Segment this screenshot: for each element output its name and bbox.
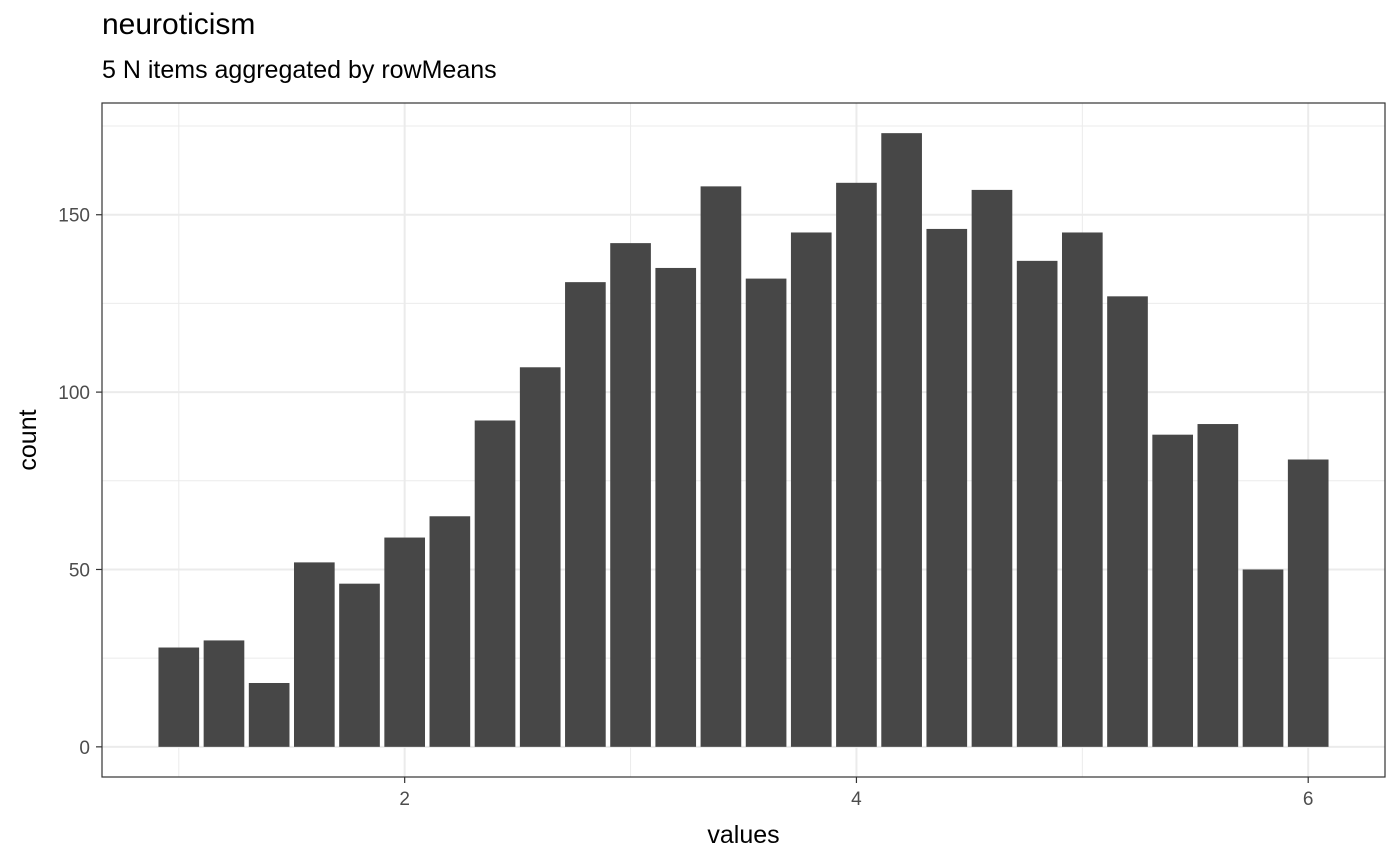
histogram-bar <box>1242 569 1284 747</box>
histogram-bar <box>474 420 516 747</box>
histogram-bar <box>1107 296 1148 747</box>
histogram-bar <box>519 367 561 747</box>
histogram-bar <box>384 537 426 747</box>
x-axis-title: values <box>707 821 779 849</box>
histogram-bar <box>745 278 787 747</box>
y-tick-label: 150 <box>58 206 90 227</box>
histogram-bar <box>158 647 200 747</box>
histogram-bar <box>248 682 290 747</box>
x-axis-ticks: 2 4 6 <box>399 777 1313 810</box>
histogram-bars <box>158 133 1329 747</box>
histogram-bar <box>1061 232 1103 747</box>
histogram-bar <box>655 267 697 747</box>
histogram-bar <box>836 182 877 747</box>
histogram-bar <box>293 562 335 747</box>
histogram-bar <box>971 189 1013 747</box>
y-axis-title: count <box>14 409 42 470</box>
y-tick-label: 50 <box>69 560 90 581</box>
histogram-bar <box>790 232 832 747</box>
y-axis-ticks: 0 50 100 150 <box>58 206 102 759</box>
histogram-bar <box>1197 424 1239 747</box>
histogram-bar <box>565 282 606 747</box>
histogram-bar <box>203 640 245 747</box>
histogram-bar <box>1152 434 1194 747</box>
histogram-bar <box>610 243 651 747</box>
histogram-bar <box>1016 260 1058 747</box>
x-tick-label: 6 <box>1303 789 1314 810</box>
panel-border <box>101 102 1386 778</box>
y-tick-label: 0 <box>79 738 90 759</box>
histogram-bar <box>1287 459 1329 747</box>
x-tick-label: 2 <box>399 789 410 810</box>
histogram-bar <box>429 516 471 747</box>
histogram-bar <box>339 583 380 747</box>
y-tick-label: 100 <box>58 383 90 404</box>
chart-title: neuroticism <box>102 8 256 41</box>
histogram-bar <box>926 228 968 747</box>
histogram-bar <box>881 133 922 747</box>
x-tick-label: 4 <box>851 789 862 810</box>
histogram-bar <box>700 186 742 747</box>
chart-subtitle: 5 N items aggregated by rowMeans <box>102 56 497 84</box>
